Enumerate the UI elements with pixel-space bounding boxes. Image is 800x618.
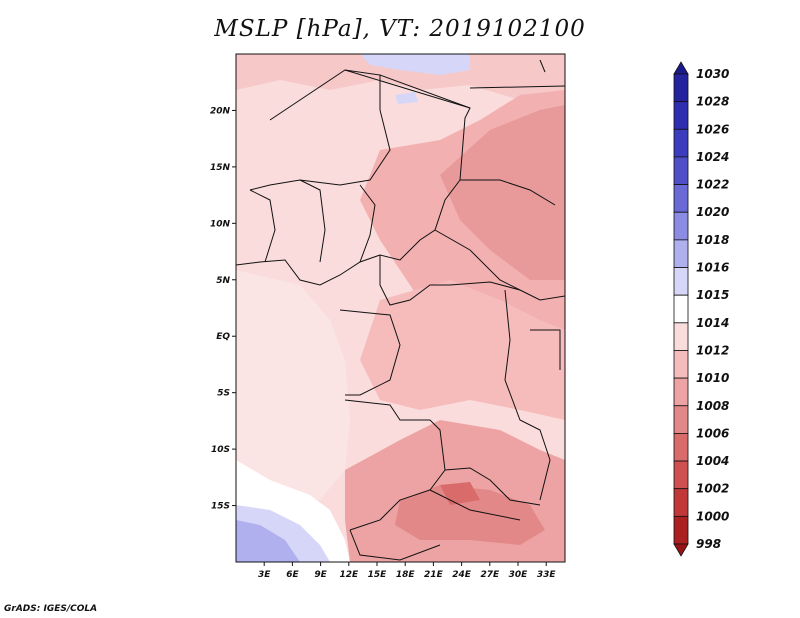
lon-tick-label: 3E: [258, 570, 271, 580]
colorbar-label: 1004: [696, 454, 729, 468]
colorbar-box: [673, 405, 689, 434]
colorbar-label: 1026: [696, 122, 729, 136]
field-1004-south: [440, 482, 480, 505]
colorbar: 1030 1028 1026 1024 1022 1020 1018 1016 1015 1014…: [673, 61, 729, 557]
lat-tick-label: EQ: [216, 332, 230, 342]
lon-tick-label: 33E: [537, 570, 557, 580]
colorbar-box: [673, 73, 689, 103]
country-borders: [236, 59, 565, 561]
colorbar-label: 998: [696, 537, 721, 551]
colorbar-label: 1008: [696, 399, 729, 413]
field-1006-south: [395, 485, 545, 545]
colorbar-label: 1020: [696, 205, 729, 219]
colorbar-label: 1014: [696, 316, 729, 330]
colorbar-label: 1012: [696, 343, 729, 357]
lon-tick-label: 21E: [424, 570, 444, 580]
lon-tick-label: 15E: [368, 570, 388, 580]
colorbar-box: [673, 460, 689, 490]
colorbar-box: [673, 350, 689, 379]
lon-tick-label: 9E: [314, 570, 327, 580]
colorbar-label: 1006: [696, 426, 729, 440]
colorbar-box: [673, 433, 689, 462]
colorbar-label: 1030: [696, 67, 729, 81]
lat-tick-label: 10S: [211, 445, 230, 455]
colorbar-label: 1018: [696, 233, 729, 247]
colorbar-label: 1000: [696, 509, 729, 523]
colorbar-box: [673, 322, 689, 351]
lat-tick-label: 5S: [217, 389, 230, 399]
lat-tick-label: 5N: [216, 276, 230, 286]
colorbar-box: [673, 515, 689, 545]
lon-tick-label: 18E: [396, 570, 416, 580]
colorbar-box: [673, 239, 689, 268]
colorbar-box: [673, 267, 689, 296]
colorbar-label: 1024: [696, 150, 729, 164]
field-1008-sudan: [440, 105, 565, 280]
field-north-band: [236, 54, 565, 100]
map-frame: [235, 53, 566, 563]
colorbar-label: 1016: [696, 261, 729, 275]
field-1016-southwest: [236, 520, 300, 562]
lat-tick-label: 15S: [211, 502, 230, 512]
field-1012-ocean: [236, 270, 350, 500]
colorbar-bottom-triangle: [673, 543, 689, 557]
lat-tick-label: 15N: [210, 163, 231, 173]
lon-tick-label: 24E: [452, 570, 472, 580]
lon-tick-label: 6E: [286, 570, 299, 580]
colorbar-box: [673, 377, 689, 407]
colorbar-box: [673, 128, 689, 158]
colorbar-box: [673, 101, 689, 130]
colorbar-top-triangle: [673, 61, 689, 75]
field-1010-congo: [360, 280, 565, 420]
map-title: MSLP [hPa], VT: 2019102100: [214, 16, 586, 42]
colorbar-label: 1028: [696, 95, 729, 109]
colorbar-box: [673, 211, 689, 241]
colorbar-box: [673, 156, 689, 185]
lat-tick-label: 20N: [210, 106, 231, 116]
grads-credit: GrADS: IGES/COLA: [4, 604, 98, 614]
colorbar-label: 1002: [696, 482, 729, 496]
field-1015-north-small: [395, 92, 418, 104]
lon-axis: 3E 6E 9E 12E 15E 18E 21E 24E 27E 30E 33E: [258, 562, 556, 580]
colorbar-label: 1015: [696, 288, 729, 302]
field-1015-north: [360, 54, 470, 75]
colorbar-box: [673, 294, 689, 324]
lon-tick-label: 12E: [339, 570, 359, 580]
colorbar-box: [673, 488, 689, 517]
lon-tick-label: 30E: [509, 570, 529, 580]
lon-tick-label: 27E: [480, 570, 500, 580]
colorbar-box: [673, 184, 689, 213]
lat-axis: 20N 15N 10N 5N EQ 5S 10S 15S: [210, 106, 236, 512]
colorbar-label: 1010: [696, 371, 729, 385]
pressure-field: [236, 54, 565, 562]
colorbar-label: 1022: [696, 178, 729, 192]
lat-tick-label: 10N: [210, 219, 231, 229]
